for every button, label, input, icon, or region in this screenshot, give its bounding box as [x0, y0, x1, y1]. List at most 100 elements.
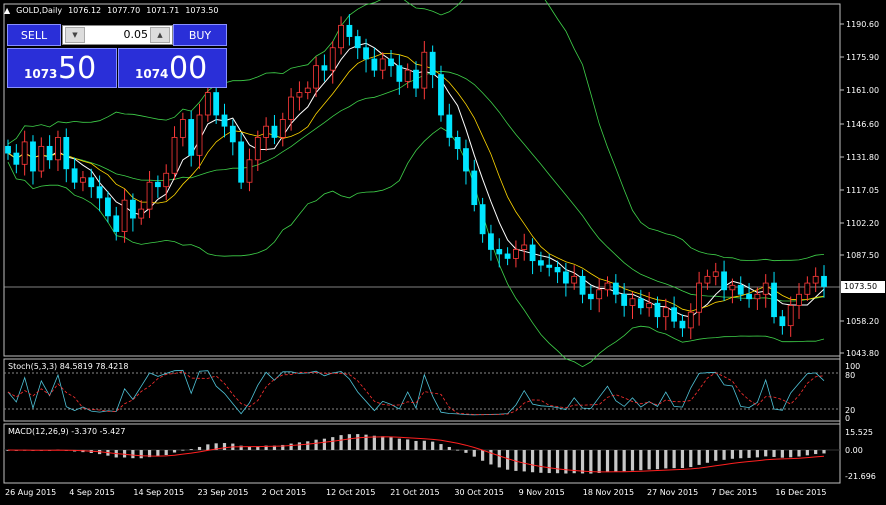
one-click-trading-panel: SELL ▼ 0.05 ▲ BUY 1073 50 1074 00 — [7, 24, 227, 88]
macd-bar — [297, 442, 302, 450]
sell-price-small: 1073 — [24, 67, 58, 81]
macd-bar — [331, 437, 335, 450]
candle-body — [46, 145, 53, 161]
macd-bar — [655, 450, 660, 470]
candle-body — [96, 186, 103, 199]
candle-body — [321, 65, 328, 71]
open-value: 1076.12 — [68, 6, 102, 15]
candle-body — [163, 172, 170, 188]
macd-bar — [689, 450, 693, 468]
candle-body — [329, 47, 336, 71]
macd-bar — [439, 444, 443, 450]
candle-body — [596, 289, 603, 300]
candle-body — [754, 293, 761, 300]
date-label-10: 27 Nov 2015 — [647, 488, 698, 497]
macd-bar — [247, 446, 252, 450]
macd-bar — [314, 439, 318, 450]
macd-bar — [422, 440, 426, 450]
macd-axis: 15.525 0.00 -21.696 — [845, 428, 876, 481]
stochastic-lines — [7, 369, 825, 416]
candle-body — [671, 307, 678, 322]
macd-bar — [339, 435, 343, 450]
candle-body — [413, 69, 419, 89]
macd-bar — [547, 450, 551, 474]
stoch-level-label-2: 20 — [845, 406, 855, 415]
macd-bar — [822, 450, 826, 454]
date-label-7: 30 Oct 2015 — [454, 488, 503, 497]
candle-body — [379, 58, 386, 71]
stoch-label: Stoch(5,3,3) 84.5819 78.4218 — [8, 362, 129, 371]
date-label-4: 2 Oct 2015 — [262, 488, 306, 497]
candle-body — [138, 208, 145, 219]
candle-body — [604, 282, 611, 291]
candle-body — [288, 96, 295, 120]
price-label-2: 1161.00 — [846, 86, 879, 95]
candle-body — [354, 36, 361, 49]
current-price-tag: 1073.50 — [841, 281, 885, 293]
macd-bar — [814, 450, 818, 455]
candle-body — [279, 119, 286, 138]
macd-bar — [572, 450, 576, 474]
candle-body — [496, 249, 503, 255]
macd-bar — [122, 450, 127, 458]
candle-body — [396, 65, 403, 82]
macd-bar — [589, 450, 593, 474]
chart-header: ▲ GOLD,Daily 1076.12 1077.70 1071.71 1073.50 — [4, 6, 224, 15]
macd-bar — [239, 445, 243, 450]
macd-bar — [472, 450, 476, 457]
lot-size-stepper[interactable]: ▼ 0.05 ▲ — [62, 25, 173, 45]
candle-body — [587, 293, 594, 300]
macd-bar — [464, 450, 468, 453]
sell-price-button[interactable]: 1073 50 — [7, 48, 117, 88]
lot-increase-icon[interactable]: ▲ — [150, 27, 170, 43]
collapse-triangle-icon[interactable]: ▲ — [4, 6, 11, 15]
candle-body — [546, 264, 553, 268]
candle-body — [629, 298, 636, 306]
candle-body — [537, 260, 544, 266]
macd-bar — [364, 434, 368, 450]
candle-body — [213, 92, 220, 116]
buy-button[interactable]: BUY — [173, 24, 227, 46]
candle-body — [463, 148, 469, 172]
candle-body — [113, 215, 120, 232]
price-axis: 1190.60 1175.90 1161.00 1146.60 1131.80 1117.… — [840, 20, 879, 358]
candle-body — [637, 298, 644, 309]
stoch-main-line — [7, 369, 825, 416]
macd-bar — [389, 437, 393, 450]
macd-bar — [614, 450, 618, 472]
macd-bar — [522, 450, 526, 472]
candle-body — [21, 141, 28, 165]
candle-body — [196, 114, 203, 156]
candle-body — [679, 320, 686, 329]
candle-body — [771, 282, 777, 318]
macd-level-label-1: 0.00 — [845, 446, 863, 455]
macd-bar — [580, 450, 585, 474]
candle-body — [263, 125, 270, 138]
lot-size-value[interactable]: 0.05 — [123, 28, 149, 41]
candle-body — [554, 266, 561, 273]
high-value: 1077.70 — [107, 6, 141, 15]
stoch-signal-line — [7, 371, 825, 416]
macd-bar — [272, 445, 277, 450]
candle-body — [204, 92, 211, 116]
macd-bar — [622, 450, 626, 472]
band-middle — [7, 70, 825, 302]
macd-bar — [680, 450, 685, 469]
candle-body — [696, 282, 703, 313]
lot-decrease-icon[interactable]: ▼ — [65, 27, 85, 43]
sell-button[interactable]: SELL — [7, 24, 61, 46]
candle-body — [38, 145, 45, 172]
macd-bar — [722, 450, 726, 460]
buy-price-button[interactable]: 1074 00 — [118, 48, 227, 88]
macd-bar — [705, 450, 710, 463]
candle-body — [146, 181, 153, 210]
price-label-4: 1131.80 — [846, 153, 879, 162]
buy-price-big: 00 — [169, 51, 208, 86]
price-label-9: 1043.80 — [846, 349, 879, 358]
macd-histogram — [6, 434, 826, 474]
date-label-5: 12 Oct 2015 — [326, 488, 375, 497]
candle-body — [346, 24, 353, 37]
date-label-12: 16 Dec 2015 — [775, 488, 826, 497]
macd-bar — [447, 446, 451, 450]
